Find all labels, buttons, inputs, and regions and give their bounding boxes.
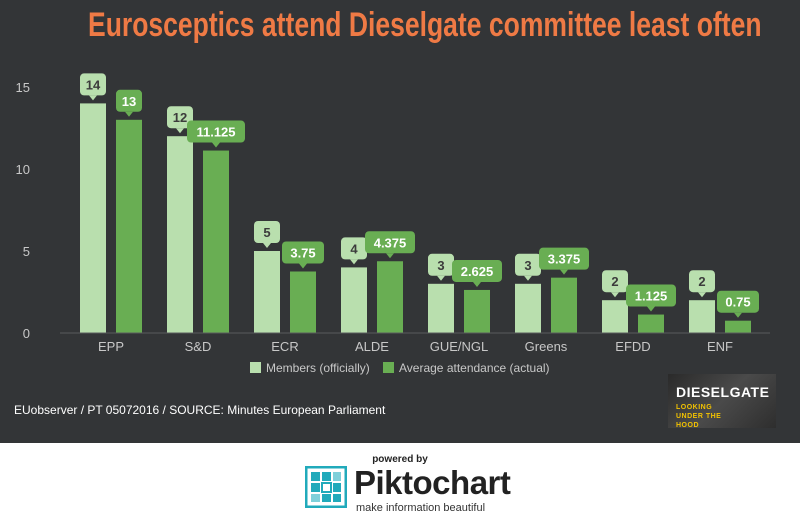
- bar-members-ECR: [254, 251, 280, 333]
- legend-swatch: [383, 362, 394, 373]
- data-label-bubble: [602, 270, 628, 293]
- data-label: 4.375: [374, 235, 407, 250]
- x-tick-label: Greens: [525, 339, 568, 354]
- x-tick-label: ALDE: [355, 339, 389, 354]
- legend-label: Average attendance (actual): [399, 361, 550, 375]
- data-label: 11.125: [196, 125, 235, 140]
- data-label: 3: [437, 258, 444, 273]
- x-tick-label: ECR: [271, 339, 298, 354]
- data-label-pointer: [647, 306, 655, 312]
- data-label-pointer: [734, 312, 742, 318]
- bar-attendance-Greens: [551, 277, 577, 333]
- bar-chart: 0 5 10 15 14 13 12 11.125 5 3.75 4 4.375 3 2.625 3 3.3…: [16, 73, 770, 375]
- data-label-bubble: [626, 284, 676, 307]
- data-label: 3.75: [290, 246, 315, 261]
- data-label-bubble: [717, 290, 759, 313]
- bar-attendance-ALDE: [377, 261, 403, 333]
- data-label-pointer: [89, 95, 97, 101]
- x-tick-label: GUE/NGL: [430, 339, 489, 354]
- data-label-pointer: [437, 275, 445, 281]
- data-label-bubble: [80, 73, 106, 96]
- data-label-pointer: [524, 275, 532, 281]
- data-label-pointer: [560, 269, 568, 275]
- legend-swatch: [250, 362, 261, 373]
- legend-label: Members (officially): [266, 361, 370, 375]
- y-tick-label: 10: [16, 162, 30, 177]
- data-label-bubble: [452, 259, 502, 282]
- x-tick-label: ENF: [707, 339, 733, 354]
- badge-subtitle: LOOKING UNDER THE HOOD: [676, 404, 722, 429]
- piktochart-brand[interactable]: Piktochart: [354, 464, 511, 501]
- bar-attendance-EFDD: [638, 314, 664, 333]
- piktochart-tagline: make information beautiful: [356, 502, 486, 514]
- data-label-pointer: [698, 292, 706, 298]
- bar-members-S&D: [167, 136, 193, 333]
- data-label: 3.375: [548, 252, 581, 267]
- piktochart-logo-icon: [305, 466, 347, 508]
- data-label: 5: [263, 225, 270, 240]
- bar-members-EFDD: [602, 300, 628, 333]
- data-label-pointer: [125, 111, 133, 117]
- x-tick-label: S&D: [185, 339, 212, 354]
- data-label-bubble: [428, 253, 454, 276]
- bar-members-ENF: [689, 300, 715, 333]
- data-label-bubble: [539, 247, 589, 270]
- data-label: 14: [86, 77, 101, 92]
- data-label: 4: [350, 241, 358, 256]
- data-label-bubble: [282, 241, 324, 264]
- data-label-pointer: [350, 259, 358, 265]
- source-note: EUobserver / PT 05072016 / SOURCE: Minut…: [14, 403, 386, 417]
- bar-attendance-EPP: [116, 119, 142, 333]
- bar-members-Greens: [515, 283, 541, 333]
- data-label: 2: [698, 274, 705, 289]
- data-label-pointer: [176, 128, 184, 134]
- data-label-bubble: [341, 237, 367, 260]
- data-label-pointer: [611, 292, 619, 298]
- data-label-pointer: [299, 263, 307, 269]
- data-label: 2.625: [461, 264, 494, 279]
- chart-title: Eurosceptics attend Dieselgate committee…: [88, 6, 762, 44]
- bar-members-ALDE: [341, 267, 367, 333]
- x-tick-label: EFDD: [615, 339, 650, 354]
- data-label: 13: [122, 94, 136, 109]
- data-label: 12: [173, 110, 187, 125]
- data-label: 1.125: [635, 289, 668, 304]
- data-label-bubble: [689, 270, 715, 293]
- data-label-pointer: [263, 243, 271, 248]
- y-tick-label: 15: [16, 80, 30, 95]
- bar-members-GUE/NGL: [428, 283, 454, 333]
- bar-attendance-ENF: [725, 320, 751, 333]
- bar-attendance-GUE/NGL: [464, 289, 490, 333]
- data-label: 3: [524, 258, 531, 273]
- data-label-bubble: [365, 231, 415, 254]
- badge-title: DIESELGATE: [676, 384, 770, 400]
- bar-attendance-ECR: [290, 271, 316, 333]
- data-label-bubble: [254, 221, 280, 243]
- data-label: 2: [611, 274, 618, 289]
- powered-by-label: powered by: [372, 454, 428, 465]
- data-label-bubble: [515, 253, 541, 276]
- data-label-pointer: [386, 253, 394, 259]
- data-label-bubble: [167, 106, 193, 129]
- bar-members-EPP: [80, 103, 106, 334]
- y-tick-label: 0: [23, 326, 30, 341]
- data-label: 0.75: [725, 295, 750, 310]
- x-tick-label: EPP: [98, 339, 124, 354]
- data-label-pointer: [473, 281, 481, 287]
- bar-attendance-S&D: [203, 150, 229, 333]
- dieselgate-badge: DIESELGATE LOOKING UNDER THE HOOD: [668, 374, 776, 429]
- data-label-bubble: [187, 120, 245, 143]
- y-tick-label: 5: [23, 244, 30, 259]
- data-label-pointer: [212, 142, 220, 148]
- data-label-bubble: [116, 89, 142, 112]
